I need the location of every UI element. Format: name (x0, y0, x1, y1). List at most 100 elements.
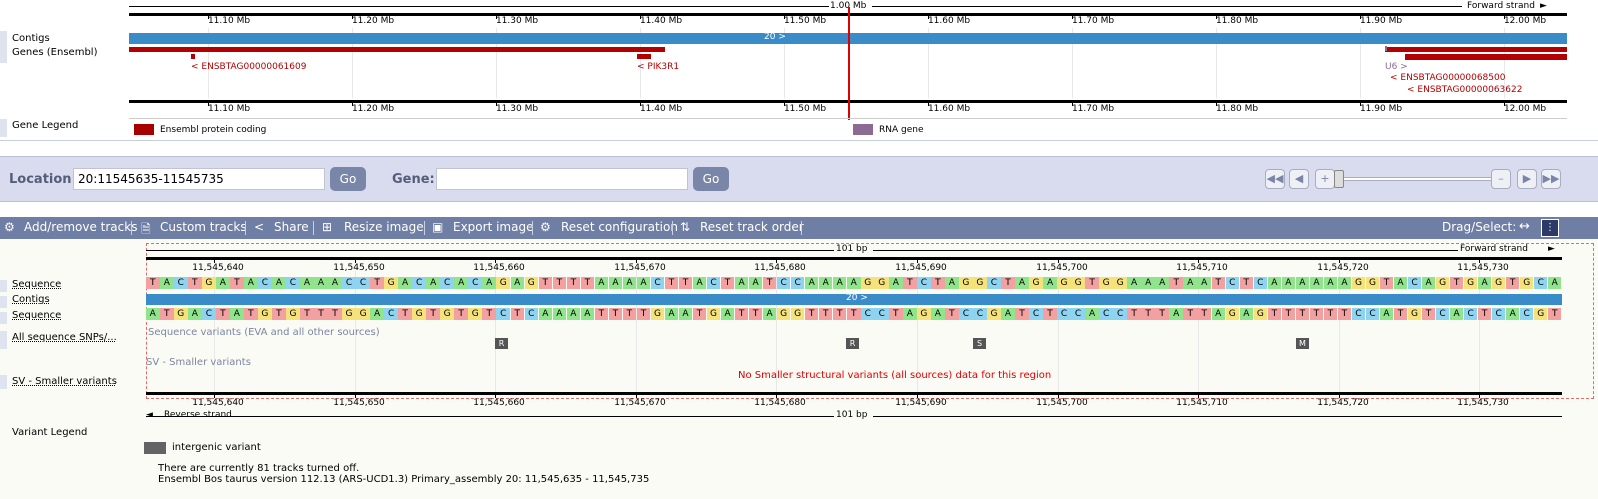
sequence-base[interactable]: A (398, 277, 412, 289)
zoom-slider-track[interactable] (1338, 177, 1492, 181)
sequence-base[interactable]: A (1281, 277, 1296, 289)
sequence-base[interactable]: C (875, 308, 889, 320)
reset-order-icon[interactable]: ⇅ (680, 220, 691, 234)
sequence-base[interactable]: A (818, 277, 833, 289)
sequence-base[interactable]: A (1211, 308, 1226, 320)
sequence-base[interactable]: T (1267, 308, 1282, 320)
variant-marker[interactable]: R (495, 338, 508, 349)
sequence-base[interactable]: A (664, 308, 679, 320)
sequence-base[interactable]: G (861, 277, 875, 289)
gene-bar[interactable] (191, 54, 195, 59)
sequence-base[interactable]: C (1029, 308, 1043, 320)
sequence-base[interactable]: A (1477, 277, 1492, 289)
sequence-base[interactable]: T (1001, 277, 1015, 289)
sequence-base[interactable]: C (1365, 308, 1380, 320)
gene-label[interactable]: < ENSBTAG00000068500 (1390, 73, 1506, 83)
zoom-slider-handle[interactable] (1334, 170, 1344, 188)
gear-icon[interactable]: ⚙ (4, 220, 15, 234)
sequence-base[interactable]: G (1225, 308, 1240, 320)
sequence-base[interactable]: C (258, 277, 272, 289)
gene-label[interactable]: U6 > (1385, 62, 1408, 72)
sequence-base[interactable]: G (1253, 308, 1268, 320)
sequence-base[interactable]: T (804, 308, 819, 320)
sequence-base[interactable]: T (622, 308, 637, 320)
share-icon[interactable]: < (254, 220, 265, 234)
sequence-base[interactable]: A (328, 277, 342, 289)
sequence-base[interactable]: G (468, 308, 482, 320)
reset-config-icon[interactable]: ⚙ (540, 220, 551, 234)
sequence-base[interactable]: T (300, 308, 314, 320)
sequence-base[interactable]: A (1197, 277, 1211, 289)
sequence-base[interactable]: A (889, 277, 903, 289)
sequence-base[interactable]: T (846, 308, 861, 320)
sequence-base[interactable]: T (370, 277, 384, 289)
sequence-base[interactable]: A (1337, 277, 1352, 289)
sequence-base[interactable]: G (1057, 277, 1071, 289)
track-drag-handle[interactable] (0, 331, 7, 349)
sv-track-label[interactable]: SV - Smaller variants (12, 376, 117, 387)
sequence-base[interactable]: T (1449, 277, 1464, 289)
sequence-base[interactable]: C (342, 277, 356, 289)
sequence-base[interactable]: G (875, 277, 889, 289)
sequence-base[interactable]: C (776, 277, 791, 289)
export-icon[interactable]: ▣ (432, 220, 444, 234)
sequence-base[interactable]: C (1253, 277, 1268, 289)
sequence-base[interactable]: C (1435, 308, 1450, 320)
sequence-base[interactable]: G (650, 308, 665, 320)
sequence-base[interactable]: C (790, 277, 805, 289)
sequence-base[interactable]: A (748, 277, 763, 289)
sequence-base[interactable]: A (1379, 308, 1394, 320)
sequence-base[interactable]: G (258, 308, 272, 320)
sequence-base[interactable]: C (706, 277, 721, 289)
sequence-base[interactable]: A (720, 308, 735, 320)
sequence-base[interactable]: G (1029, 277, 1043, 289)
sequence-base[interactable]: C (1351, 308, 1366, 320)
sequence-base[interactable]: A (832, 277, 847, 289)
sequence-base[interactable]: G (1491, 277, 1506, 289)
sequence-base[interactable]: G (987, 308, 1001, 320)
sequence-base[interactable]: T (1085, 277, 1099, 289)
track-drag-handle[interactable] (0, 31, 7, 63)
sequence-base[interactable]: A (804, 277, 819, 289)
sequence-base[interactable]: A (538, 308, 553, 320)
sequence-base[interactable]: T (1155, 308, 1169, 320)
sequence-base[interactable]: T (748, 308, 763, 320)
snps-track-label[interactable]: All sequence SNPs/... (12, 332, 117, 343)
gene-bar[interactable] (1385, 47, 1567, 52)
sequence-base[interactable]: A (244, 277, 258, 289)
track-drag-handle[interactable] (0, 296, 7, 308)
sequence-base[interactable]: C (1533, 277, 1548, 289)
sequence-base[interactable]: C (202, 308, 216, 320)
zoom-in-icon[interactable]: + (1315, 169, 1335, 189)
sequence-base[interactable]: A (1001, 308, 1015, 320)
variant-marker[interactable]: M (1296, 338, 1309, 349)
sequence-base[interactable]: T (426, 308, 440, 320)
sequence-base[interactable]: A (1127, 277, 1141, 289)
export-image-button[interactable]: Export image (453, 220, 534, 234)
sequence-base[interactable]: A (1155, 277, 1169, 289)
sequence-track-label[interactable]: Sequence (12, 310, 62, 321)
gene-label[interactable]: < PIK3R1 (637, 62, 680, 72)
sequence-base[interactable]: G (1071, 277, 1085, 289)
sequence-base[interactable]: A (945, 277, 959, 289)
sequence-base[interactable]: C (1225, 277, 1240, 289)
sequence-base[interactable]: A (762, 308, 777, 320)
sequence-base[interactable]: C (1113, 308, 1127, 320)
sequence-base[interactable]: C (1463, 308, 1478, 320)
sequence-base[interactable]: A (1239, 308, 1254, 320)
select-mode-icon[interactable]: ⋮ (1541, 219, 1559, 237)
sequence-base[interactable]: C (440, 277, 454, 289)
sequence-base[interactable]: A (1547, 277, 1562, 289)
sequence-base[interactable]: T (1211, 277, 1226, 289)
sequence-base[interactable]: G (384, 277, 398, 289)
sequence-base[interactable]: C (650, 277, 665, 289)
sequence-base[interactable]: A (230, 308, 244, 320)
sequence-base[interactable]: A (1141, 277, 1155, 289)
sequence-base[interactable]: T (664, 277, 679, 289)
sequence-base[interactable]: A (146, 308, 160, 320)
sequence-base[interactable]: T (1505, 277, 1520, 289)
zoom-out-icon[interactable]: – (1491, 169, 1511, 189)
sequence-base[interactable]: G (959, 277, 973, 289)
sequence-base[interactable]: T (832, 308, 847, 320)
sequence-base[interactable]: T (538, 277, 553, 289)
